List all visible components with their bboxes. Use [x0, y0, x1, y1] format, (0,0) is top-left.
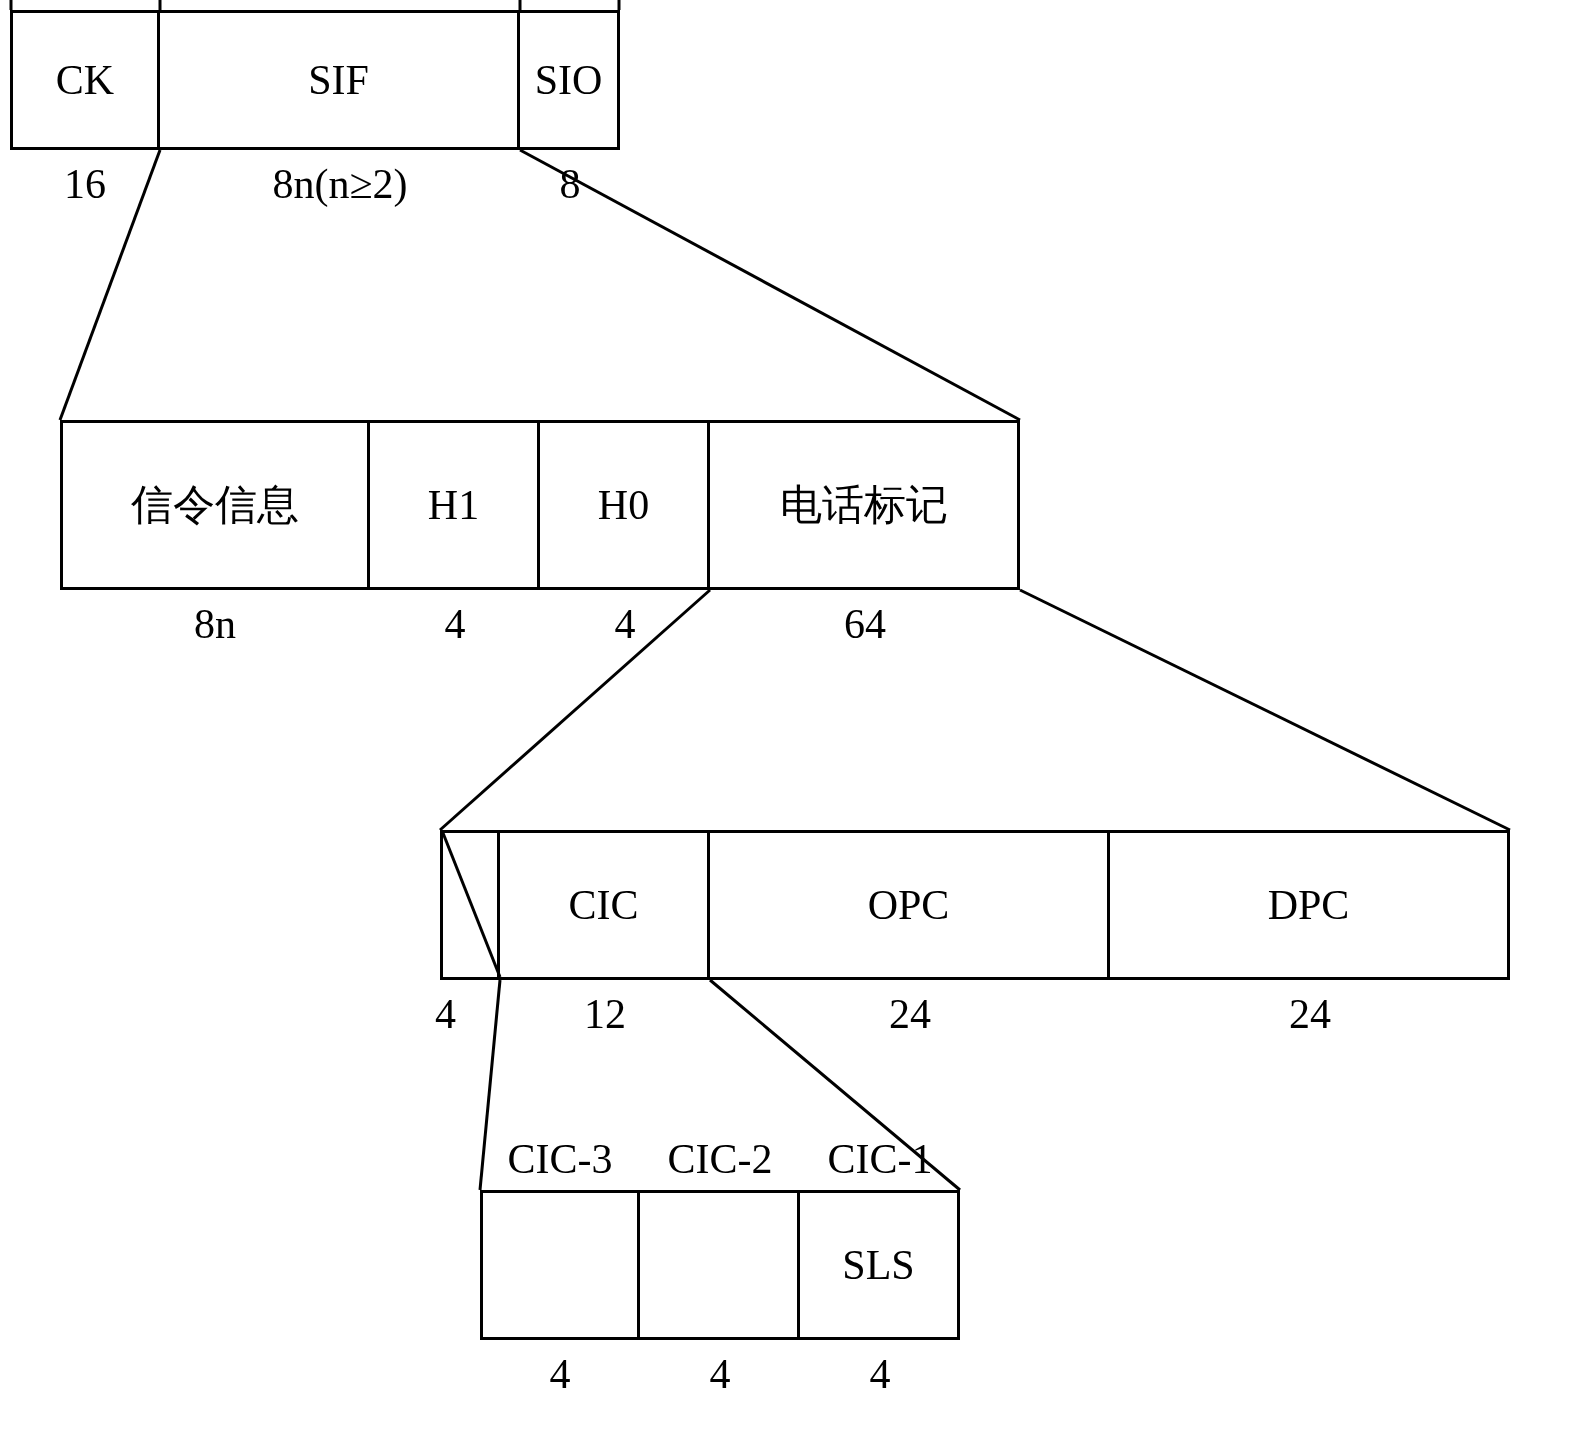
- svg-line-10: [443, 833, 500, 977]
